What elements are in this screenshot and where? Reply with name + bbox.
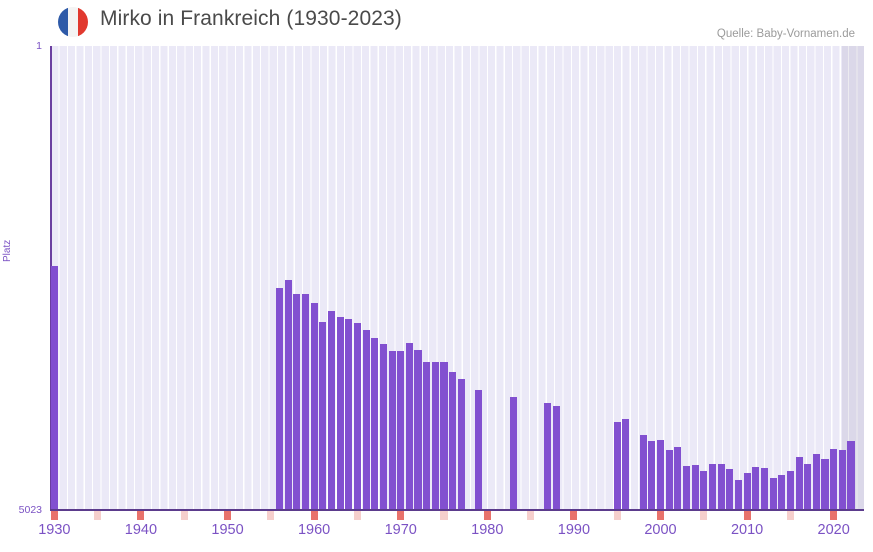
bar [700, 470, 708, 510]
x-axis-tick-label: 1980 [471, 522, 504, 538]
bar [379, 344, 387, 510]
bar-series [50, 46, 864, 510]
decade-marker-minor [180, 511, 188, 520]
bar [838, 449, 846, 510]
bar [336, 316, 344, 510]
decade-marker-minor [353, 511, 361, 520]
bar [310, 302, 318, 510]
y-axis-tick-bottom-label: 5023 [18, 504, 42, 516]
bar [423, 361, 431, 510]
bar [457, 378, 465, 510]
bar [301, 293, 309, 510]
decade-marker-major [50, 511, 58, 520]
chart-header: Mirko in Frankreich (1930-2023) Quelle: … [0, 0, 873, 46]
source-attribution: Quelle: Baby-Vornamen.de [716, 28, 855, 40]
decade-marker-minor [700, 511, 708, 520]
bar [648, 441, 656, 510]
bar [665, 449, 673, 510]
bar [847, 441, 855, 510]
bar [50, 265, 58, 510]
y-axis-tick-bottom: 5023 [0, 504, 46, 516]
decade-marker-major [397, 511, 405, 520]
bar [275, 287, 284, 510]
x-axis-tick-label: 1970 [384, 522, 417, 538]
decade-marker-minor [94, 511, 102, 520]
bar [769, 478, 777, 510]
bar [362, 330, 370, 510]
bar [371, 337, 379, 510]
bar [327, 311, 335, 510]
y-axis-tick-top-label: 1 [36, 40, 42, 52]
bar [726, 469, 734, 510]
bar [397, 350, 405, 510]
bar [440, 361, 448, 510]
bar [475, 389, 483, 510]
decade-marker-minor [613, 511, 621, 520]
bar [656, 439, 665, 510]
decade-marker-minor [267, 511, 275, 520]
france-flag-icon [58, 7, 88, 37]
bar [319, 322, 327, 510]
decade-marker-major [830, 511, 838, 520]
bar [553, 406, 561, 510]
bar [821, 458, 829, 510]
bar [743, 472, 751, 510]
bar [613, 421, 621, 510]
x-axis-line [50, 509, 864, 511]
bar [284, 279, 292, 510]
x-axis-tick-label: 2000 [644, 522, 677, 538]
decade-marker-major [483, 511, 491, 520]
decade-marker-major [223, 511, 232, 520]
bar [691, 465, 699, 510]
decade-marker-minor [440, 511, 448, 520]
x-axis-tick-label: 2020 [817, 522, 850, 538]
x-axis-tick-label: 2010 [730, 522, 764, 538]
x-axis-tick-label: 1930 [38, 522, 71, 538]
bar [293, 293, 301, 510]
x-axis-ticks: 1930 1940 1950 1960 1970 1980 1990 2000 2010 2020 [0, 522, 873, 548]
bar [414, 349, 422, 510]
x-axis-tick-label: 1990 [557, 522, 591, 538]
bar [449, 372, 457, 510]
bar [345, 319, 353, 510]
bar [674, 446, 682, 510]
decade-marker-major [570, 511, 578, 520]
bar [795, 457, 803, 510]
plot-area [50, 46, 864, 510]
bar [388, 350, 396, 510]
bar [431, 361, 439, 510]
page-title: Mirko in Frankreich (1930-2023) [100, 7, 402, 30]
bar [760, 468, 768, 510]
bar [708, 464, 716, 510]
bar [778, 474, 786, 510]
decade-marker-major [310, 511, 318, 520]
bar [812, 454, 820, 510]
decade-marker-band [50, 511, 864, 520]
bar [717, 464, 725, 510]
decade-marker-major [656, 511, 665, 520]
x-axis-tick-label: 1940 [124, 522, 158, 538]
bar [622, 419, 630, 510]
decade-marker-major [137, 511, 145, 520]
y-axis-tick-top: 1 [0, 40, 46, 52]
bar [682, 466, 691, 510]
bar [405, 343, 413, 510]
bar [752, 467, 760, 510]
bar [786, 470, 794, 510]
x-axis-tick-label: 1960 [297, 522, 331, 538]
bar [353, 323, 361, 510]
decade-marker-major [743, 511, 751, 520]
bar [734, 480, 742, 510]
decade-marker-minor [786, 511, 794, 520]
decade-marker-minor [527, 511, 535, 520]
bar [830, 448, 838, 510]
x-axis-tick-label: 1950 [211, 522, 244, 538]
bar [804, 464, 812, 510]
bar [509, 397, 517, 510]
bar [639, 434, 647, 510]
bar [544, 402, 552, 510]
y-axis-label: Platz [2, 239, 13, 262]
